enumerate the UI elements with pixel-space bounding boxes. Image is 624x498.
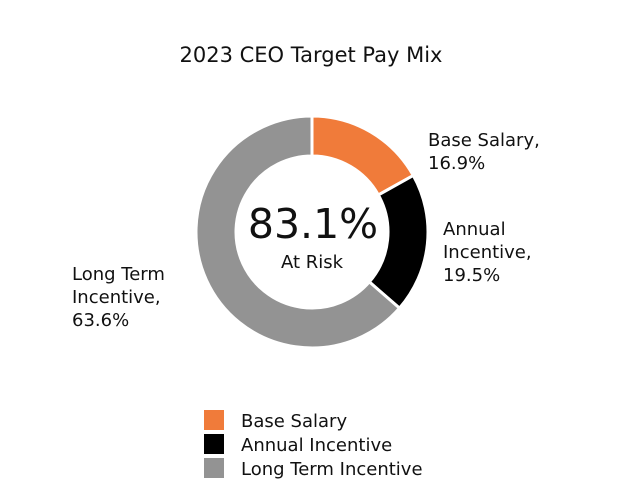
data-label-line: Base Salary,: [428, 130, 540, 151]
data-label-line: 63.6%: [72, 310, 129, 331]
slice-labels: Base Salary, 16.9%Annual Incentive, 19.5%Lo…: [72, 130, 540, 331]
center-value: 83.1%: [248, 200, 378, 248]
data-label-base-salary: Base Salary, 16.9%: [428, 130, 540, 174]
legend-swatch-long-term-incentive: [204, 458, 224, 478]
donut-slices: [194, 114, 430, 350]
legend-swatch-annual-incentive: [204, 434, 224, 454]
data-label-line: 16.9%: [428, 153, 485, 174]
center-label: At Risk: [281, 252, 344, 273]
data-label-line: Incentive,: [72, 287, 161, 308]
data-label-line: Long Term: [72, 264, 165, 285]
data-label-line: 19.5%: [443, 265, 500, 286]
data-label-annual-incentive: Annual Incentive, 19.5%: [443, 219, 532, 286]
data-label-line: Annual: [443, 219, 506, 240]
legend-swatch-base-salary: [204, 410, 224, 430]
legend-item-long-term-incentive: Long Term Incentive: [204, 458, 423, 480]
data-label-long-term-incentive: Long Term Incentive, 63.6%: [72, 264, 165, 331]
chart-title: 2023 CEO Target Pay Mix: [180, 43, 443, 67]
data-label-line: Incentive,: [443, 242, 532, 263]
legend-item-base-salary: Base Salary: [204, 410, 347, 432]
legend-label-base-salary: Base Salary: [241, 411, 347, 432]
slice-long-term-incentive: [194, 114, 402, 350]
legend-label-annual-incentive: Annual Incentive: [241, 435, 392, 456]
legend: Base Salary Annual Incentive Long Term Inc…: [204, 410, 423, 480]
legend-item-annual-incentive: Annual Incentive: [204, 434, 392, 456]
legend-label-long-term-incentive: Long Term Incentive: [241, 459, 423, 480]
